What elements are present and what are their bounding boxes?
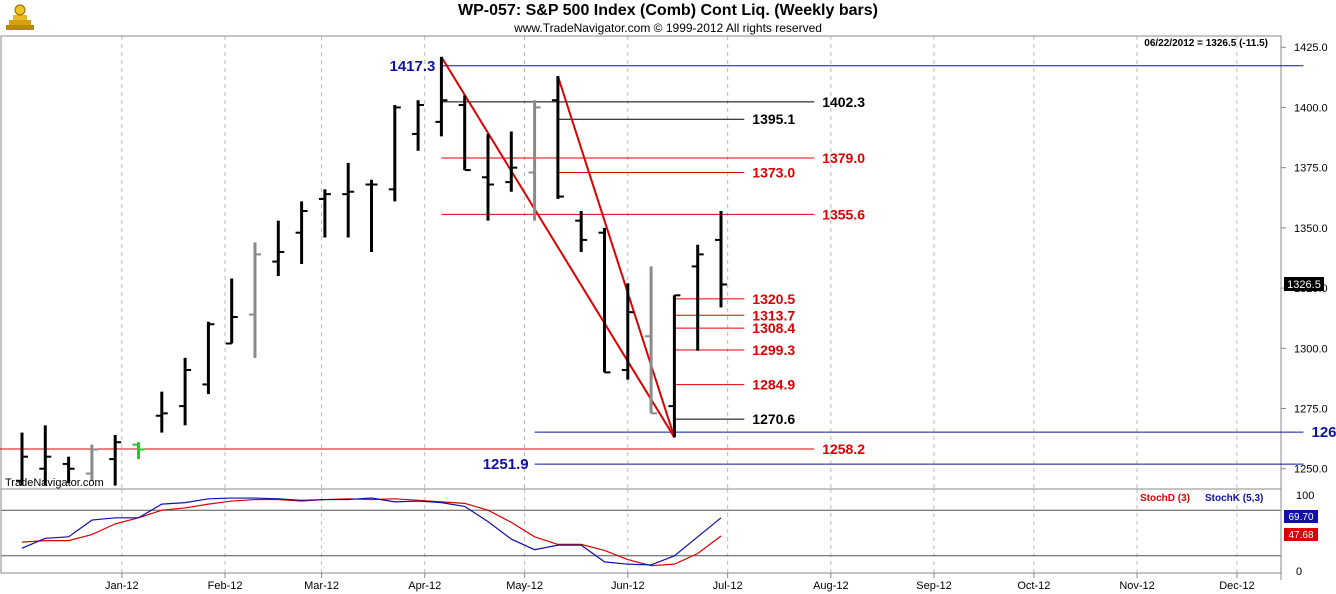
ohlc-bar <box>365 179 378 252</box>
trend-line <box>556 75 676 438</box>
price-level-label: 1308.4 <box>752 320 795 336</box>
price-tick-label: 1375.0 <box>1294 163 1328 175</box>
ohlc-bar <box>179 357 192 426</box>
date-tick-label: Oct-12 <box>1017 580 1050 592</box>
ohlc-bar <box>691 244 704 351</box>
stochastic-grid <box>1 489 1281 573</box>
price-tick-label: 1275.0 <box>1294 404 1328 416</box>
ohlc-bar <box>155 391 168 433</box>
ohlc-bar <box>528 100 541 221</box>
ohlc-bar <box>85 444 98 481</box>
price-level-label: 1395.1 <box>752 111 795 127</box>
date-tick-label: Sep-12 <box>916 580 951 592</box>
price-level-label: 1299.3 <box>752 342 795 358</box>
price-grid <box>121 36 1238 489</box>
price-level-label: 1265.2 <box>1312 424 1336 441</box>
ohlc-bar <box>272 220 285 277</box>
date-axis: Jan-12 Feb-12 Mar-12 Apr-12 May-12 Jun-12 Jul-… <box>105 573 1255 592</box>
ohlc-bar <box>412 100 425 151</box>
price-level-label: 1379.0 <box>822 150 865 166</box>
stochd-legend: StochD (3) <box>1140 493 1190 504</box>
date-tick-label: May-12 <box>506 580 543 592</box>
ohlc-bar <box>575 211 588 252</box>
price-tick-label: 1400.0 <box>1294 102 1328 114</box>
ohlc-bar <box>249 242 261 358</box>
ohlc-bar <box>202 321 215 395</box>
ohlc-bar <box>295 201 308 264</box>
date-tick-label: Aug-12 <box>813 580 848 592</box>
price-level-label: 1320.5 <box>752 291 795 307</box>
ohlc-bar <box>715 211 727 308</box>
current-price-text: 1326.5 <box>1287 279 1321 291</box>
stochastic-tick-label: 0 <box>1296 566 1302 578</box>
price-level-label: 1251.9 <box>483 456 529 473</box>
price-level-label: 1402.3 <box>822 94 865 110</box>
current-price-badge: 1326.5 <box>1284 277 1324 291</box>
price-tick-label: 1350.0 <box>1294 223 1328 235</box>
stochd-value-badge: 47.68 <box>1284 528 1318 541</box>
price-level-label: 1417.3 <box>390 58 436 75</box>
ohlc-bar <box>62 456 75 484</box>
date-tick-label: Jun-12 <box>611 580 645 592</box>
ohlc-bar <box>225 278 238 345</box>
price-tick-label: 1425.0 <box>1294 42 1328 54</box>
price-level-label: 1270.6 <box>752 411 795 427</box>
ohlc-bar <box>435 56 448 137</box>
price-level-label: 1313.7 <box>752 307 795 323</box>
ohlc-bar <box>645 266 658 415</box>
ohlc-bar <box>342 162 355 238</box>
ohlc-bar <box>16 432 28 486</box>
stochk-line <box>21 497 722 566</box>
date-tick-label: Nov-12 <box>1119 580 1154 592</box>
date-tick-label: Dec-12 <box>1219 580 1254 592</box>
ohlc-bar <box>482 133 494 221</box>
copyright-text: www.TradeNavigator.com © 1999-2012 All r… <box>514 21 822 35</box>
price-levels: 1417.3 1402.3 1395.1 1379.0 1373.0 1355.6 1320… <box>0 58 1336 473</box>
ohlc-bar <box>458 95 471 172</box>
price-level-label: 1373.0 <box>752 164 795 180</box>
price-level-label: 1355.6 <box>822 206 865 222</box>
stochastic-lines <box>21 497 722 567</box>
price-tick-label: 1250.0 <box>1294 464 1328 476</box>
price-tick-label: 1300.0 <box>1294 343 1328 355</box>
watermark-text: TradeNavigator.com <box>5 477 104 489</box>
chart-title: WP-057: S&P 500 Index (Comb) Cont Liq. (… <box>458 2 878 19</box>
stochk-legend: StochK (5,3) <box>1205 493 1263 504</box>
date-tick-label: Apr-12 <box>408 580 441 592</box>
date-tick-label: Feb-12 <box>208 580 243 592</box>
ohlc-bar <box>668 294 681 438</box>
date-tick-label: Jul-12 <box>713 580 743 592</box>
ohlc-bar <box>39 425 52 486</box>
price-level-label: 1258.2 <box>822 441 865 457</box>
ohlc-bar <box>109 435 122 486</box>
trend-lines <box>440 56 676 438</box>
trade-navigator-logo-icon <box>4 3 36 33</box>
ohlc-bar <box>551 76 564 199</box>
stochastic-tick-label: 100 <box>1296 490 1314 502</box>
price-bars <box>16 56 727 486</box>
date-tick-label: Jan-12 <box>105 580 139 592</box>
stochd-value-text: 47.68 <box>1288 530 1313 541</box>
ohlc-bar <box>388 105 401 202</box>
date-tick-label: Mar-12 <box>304 580 339 592</box>
ohlc-bar <box>132 442 145 460</box>
trend-line <box>440 56 676 438</box>
ohlc-bar <box>598 227 611 374</box>
price-panel-frame <box>0 35 1282 490</box>
ohlc-bar <box>318 189 331 238</box>
price-axis: 1250.01275.01300.01325.01350.01375.01400… <box>1281 42 1328 476</box>
ohlc-bar <box>505 131 518 192</box>
price-level-label: 1284.9 <box>752 377 795 393</box>
last-price-label: 06/22/2012 = 1326.5 (-11.5) <box>1144 38 1268 49</box>
stochk-value-text: 69.70 <box>1288 512 1313 523</box>
stochk-value-badge: 69.70 <box>1284 510 1318 523</box>
ohlc-bar <box>621 283 634 380</box>
